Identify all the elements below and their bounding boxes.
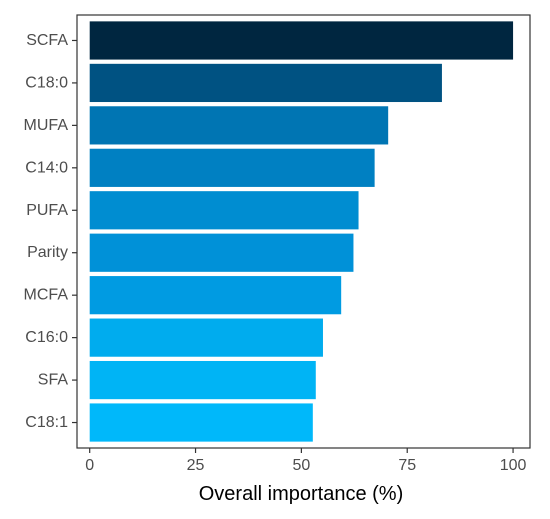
y-tick-label: PUFA — [26, 202, 68, 219]
bar-mufa — [89, 106, 389, 145]
x-axis: 0 25 50 75 100 — [85, 448, 527, 474]
bar-scfa — [89, 21, 514, 60]
x-tick-label: 25 — [187, 457, 205, 474]
y-tick-label: MUFA — [24, 117, 69, 134]
y-tick-label: C18:1 — [25, 414, 68, 431]
bar-c18-1 — [89, 403, 313, 442]
y-tick-label: C18:0 — [25, 74, 68, 91]
x-tick-label: 100 — [500, 457, 527, 474]
x-tick-label: 0 — [85, 457, 94, 474]
bar-group — [89, 21, 514, 442]
x-tick-label: 50 — [292, 457, 310, 474]
bar-mcfa — [89, 276, 342, 315]
y-tick-label: MCFA — [24, 287, 69, 304]
y-tick-label: C16:0 — [25, 329, 68, 346]
y-axis: SCFA C18:0 MUFA C14:0 PUFA Parity MCFA C16:0 SFA… — [24, 32, 77, 431]
x-tick-label: 75 — [398, 457, 416, 474]
bar-sfa — [89, 360, 316, 400]
bar-parity — [89, 233, 354, 272]
y-tick-label: SFA — [38, 372, 69, 389]
y-tick-label: Parity — [27, 244, 68, 261]
plot-panel-border — [76, 14, 531, 449]
bar-c18-0 — [89, 63, 442, 103]
bar-pufa — [89, 191, 359, 230]
y-tick-label: C14:0 — [25, 159, 68, 176]
y-tick-label: SCFA — [26, 32, 68, 49]
x-axis-title: Overall importance (%) — [199, 483, 404, 505]
bar-c14-0 — [89, 148, 375, 187]
bar-c16-0 — [89, 318, 323, 357]
